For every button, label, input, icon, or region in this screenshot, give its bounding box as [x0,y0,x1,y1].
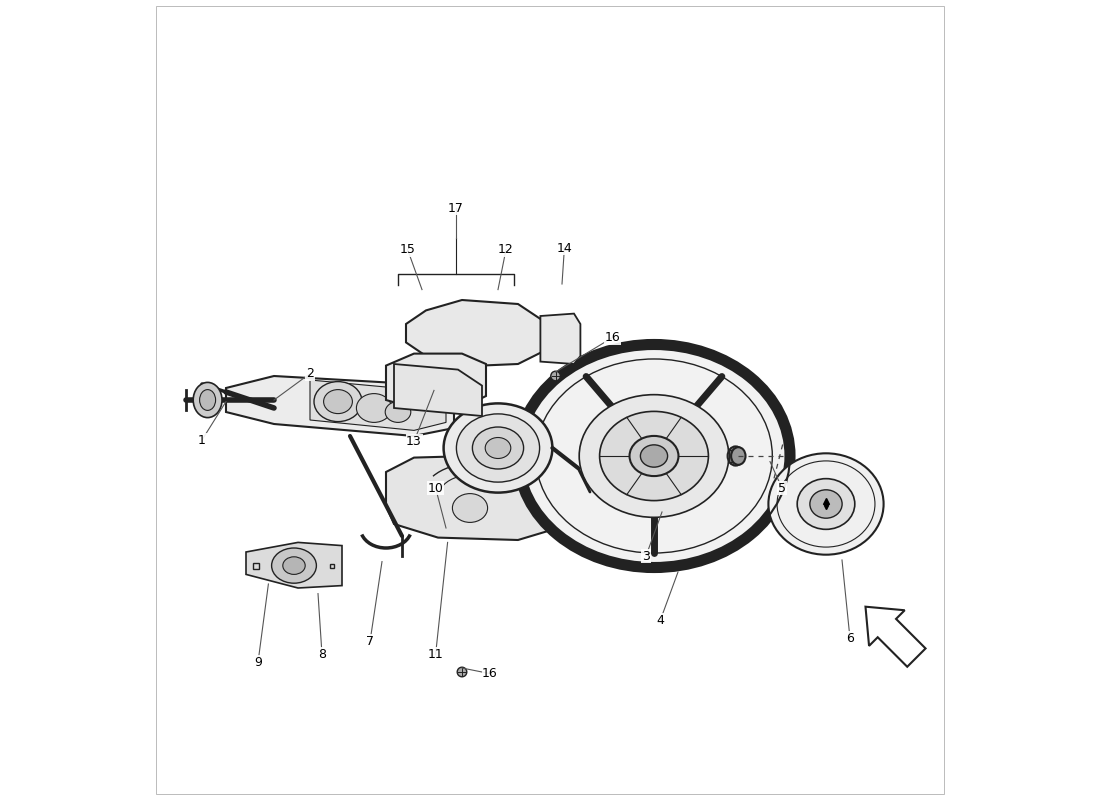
Text: 13: 13 [406,435,422,448]
Ellipse shape [798,478,855,530]
Ellipse shape [194,382,222,418]
Text: 16: 16 [482,667,498,680]
Ellipse shape [472,427,524,469]
Ellipse shape [485,438,510,458]
Ellipse shape [518,345,790,567]
Ellipse shape [323,390,352,414]
Ellipse shape [443,403,552,493]
Polygon shape [386,456,558,540]
Polygon shape [394,364,482,416]
Text: 8: 8 [318,648,326,661]
Ellipse shape [356,394,392,422]
Text: 15: 15 [399,243,416,256]
Text: 10: 10 [428,482,443,494]
Ellipse shape [456,414,540,482]
Ellipse shape [600,411,708,501]
Polygon shape [386,354,486,408]
Text: 3: 3 [642,550,650,562]
Ellipse shape [810,490,843,518]
Polygon shape [310,380,446,430]
Text: 11: 11 [428,648,443,661]
Ellipse shape [629,436,679,476]
Polygon shape [246,542,342,588]
Ellipse shape [199,390,216,410]
Polygon shape [729,450,743,462]
Text: 1: 1 [198,434,206,446]
Text: 6: 6 [846,632,854,645]
Polygon shape [226,376,454,436]
Text: 17: 17 [448,202,463,214]
Polygon shape [540,314,581,364]
Ellipse shape [283,557,305,574]
Ellipse shape [551,371,560,381]
Text: 2: 2 [306,367,313,380]
Ellipse shape [732,447,746,465]
Ellipse shape [769,454,883,554]
Ellipse shape [640,445,668,467]
Ellipse shape [727,446,744,466]
Ellipse shape [272,548,317,583]
Text: 12: 12 [498,243,514,256]
Text: 7: 7 [366,635,374,648]
Text: 5: 5 [778,482,786,494]
Text: 4: 4 [657,614,664,626]
Polygon shape [406,300,542,366]
Ellipse shape [458,667,466,677]
Ellipse shape [385,402,410,422]
Text: 9: 9 [254,656,262,669]
Text: 16: 16 [605,331,620,344]
Ellipse shape [580,394,729,518]
Ellipse shape [314,382,362,422]
Text: 14: 14 [557,242,572,254]
Ellipse shape [452,494,487,522]
